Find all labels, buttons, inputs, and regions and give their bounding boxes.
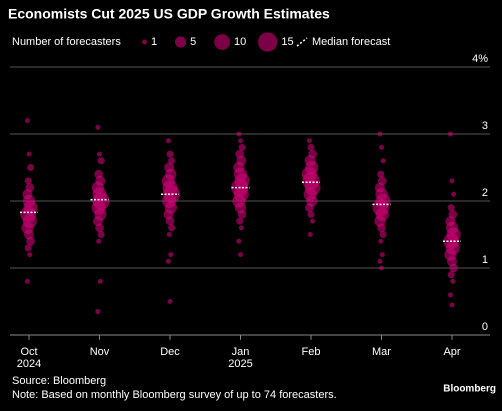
bubble xyxy=(166,232,172,237)
bubble xyxy=(26,151,32,157)
bubble xyxy=(97,278,103,284)
y-tick-label: 4% xyxy=(472,53,488,65)
bubble xyxy=(378,238,384,244)
bubble xyxy=(450,278,456,284)
x-tick-label: Feb xyxy=(302,346,321,358)
legend-bubble xyxy=(257,32,278,52)
bubble xyxy=(310,218,316,224)
bubble xyxy=(447,271,455,279)
bubble xyxy=(447,204,455,212)
bubble xyxy=(165,216,175,226)
legend-size-label: 10 xyxy=(234,36,246,48)
bubble xyxy=(238,252,243,258)
bubble xyxy=(165,258,171,264)
bubble xyxy=(238,138,243,144)
bubble xyxy=(237,210,247,219)
bubble xyxy=(24,244,32,252)
bubble xyxy=(307,210,315,218)
bubble xyxy=(380,158,386,164)
brand: Bloomberg xyxy=(443,384,496,395)
x-tick-year: 2024 xyxy=(17,358,41,370)
bubble xyxy=(377,131,383,137)
chart-title: Economists Cut 2025 US GDP Growth Estima… xyxy=(8,6,330,22)
x-tick-label: Mar xyxy=(372,346,391,358)
source: Source: Bloomberg xyxy=(12,375,106,387)
legend-title: Number of forecasters xyxy=(12,36,121,48)
bubble xyxy=(236,131,242,137)
bubble xyxy=(95,124,101,130)
bubble xyxy=(307,232,313,237)
bubble xyxy=(27,252,33,258)
bubble xyxy=(379,144,384,150)
bubble xyxy=(305,203,314,213)
legend-median-label: Median forecast xyxy=(312,36,390,48)
bubble xyxy=(447,292,453,298)
bubble xyxy=(165,138,171,144)
legend-bubble xyxy=(175,36,187,48)
bubble xyxy=(377,258,383,264)
x-tick-year: 2025 xyxy=(228,358,252,370)
bubble xyxy=(97,151,102,157)
bubble xyxy=(238,225,244,231)
bubble xyxy=(447,131,453,137)
bubble xyxy=(377,170,385,178)
bubble xyxy=(377,223,386,233)
y-tick-label: 2 xyxy=(482,187,488,199)
note: Note: Based on monthly Bloomberg survey … xyxy=(12,389,337,401)
bubble xyxy=(95,309,101,315)
bubble xyxy=(166,150,174,158)
y-tick-label: 0 xyxy=(482,321,488,333)
bubble xyxy=(24,118,30,124)
bubble xyxy=(168,252,174,258)
bubble xyxy=(307,143,315,151)
legend-median xyxy=(296,37,308,47)
legend-size-label: 5 xyxy=(190,36,196,48)
bubble xyxy=(97,230,105,239)
bubble xyxy=(306,138,312,144)
x-tick-label: Jan xyxy=(232,346,250,358)
x-tick-label: Oct xyxy=(20,346,37,358)
bubble xyxy=(379,265,384,271)
bubble xyxy=(379,230,387,239)
bubble xyxy=(96,238,102,244)
x-tick-label: Nov xyxy=(90,346,110,358)
bubble xyxy=(449,263,458,273)
bubble xyxy=(236,238,242,244)
bubble xyxy=(97,157,105,165)
bubble xyxy=(95,223,104,233)
bubble xyxy=(449,178,455,184)
legend-bubble xyxy=(142,39,147,45)
bubble xyxy=(451,191,457,197)
x-tick-label: Dec xyxy=(160,346,180,358)
legend-size-label: 15 xyxy=(281,36,293,48)
bubble xyxy=(167,299,173,304)
bubble xyxy=(379,252,385,258)
legend-size-label: 1 xyxy=(151,36,157,48)
y-tick-label: 1 xyxy=(482,254,488,266)
bubble xyxy=(238,143,246,151)
x-tick-label: Apr xyxy=(443,346,460,358)
bubble xyxy=(27,163,35,172)
legend-bubble xyxy=(214,34,230,50)
bubble xyxy=(24,278,30,284)
bubble xyxy=(26,236,35,246)
bubble xyxy=(24,177,32,185)
bubble xyxy=(168,224,176,232)
y-tick-label: 3 xyxy=(482,120,488,132)
bubble xyxy=(236,217,244,225)
bubble xyxy=(449,302,455,308)
